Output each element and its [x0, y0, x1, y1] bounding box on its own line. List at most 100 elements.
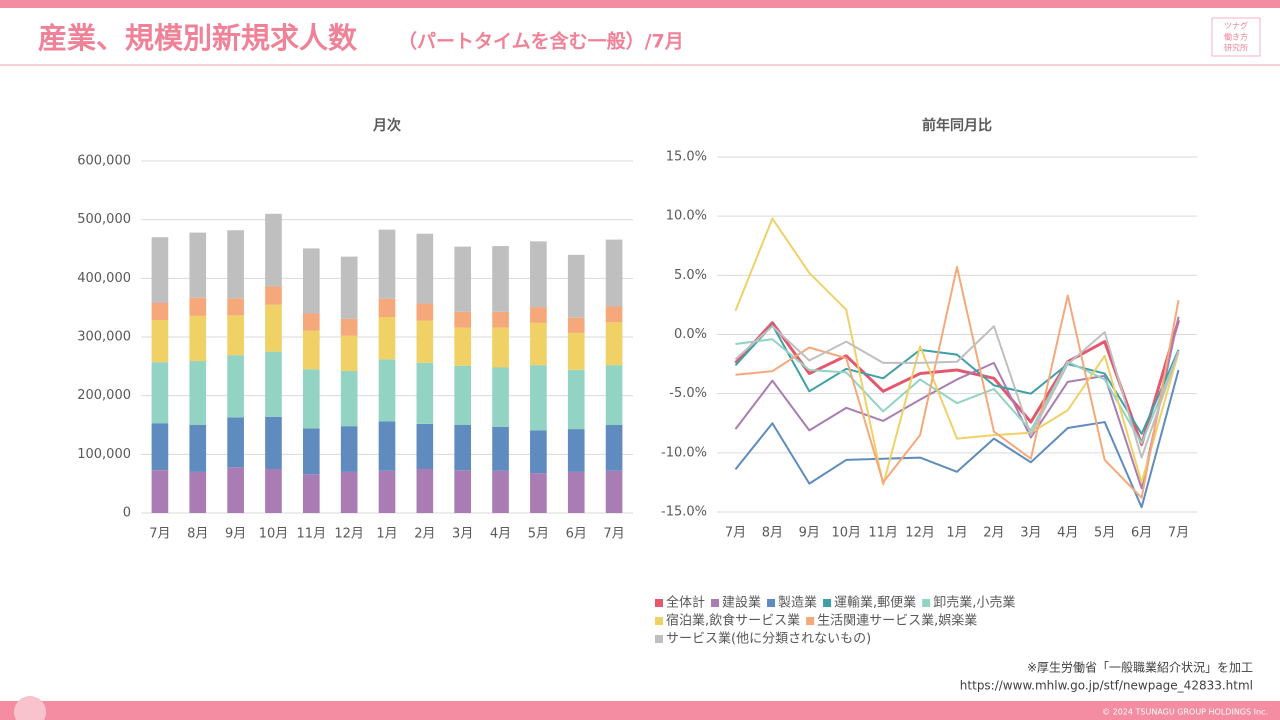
- bar-segment: [302, 428, 320, 475]
- x-tick-label: 3月: [452, 527, 473, 542]
- bar-segment: [605, 470, 623, 513]
- bar-segment: [530, 322, 547, 366]
- bar-segment: [454, 365, 472, 425]
- bar-segment: [530, 307, 547, 323]
- bar-segment: [302, 248, 320, 314]
- x-tick-label: 5月: [528, 527, 549, 542]
- bar-segment: [454, 425, 472, 471]
- bar-segment: [605, 322, 623, 366]
- x-tick-label: 10月: [831, 526, 861, 541]
- bottom-bar: [0, 701, 1280, 720]
- bar-segment: [151, 470, 169, 513]
- y-tick-label: -5.0%: [669, 386, 707, 401]
- x-tick-label: 8月: [762, 526, 783, 541]
- bar-segment: [340, 256, 358, 319]
- x-tick-label: 2月: [414, 527, 435, 542]
- page-badge: [14, 696, 46, 720]
- x-tick-label: 4月: [1057, 526, 1078, 541]
- bar-segment: [340, 335, 358, 372]
- bar-segment: [605, 425, 623, 471]
- bar-segment: [567, 254, 585, 318]
- legend-label: 建設業: [722, 595, 761, 611]
- legend-swatch: [655, 617, 663, 625]
- bar-segment: [567, 317, 585, 333]
- logo-text: 働き方: [1224, 32, 1248, 42]
- x-tick-label: 6月: [1131, 526, 1152, 541]
- x-tick-label: 1月: [946, 526, 967, 541]
- bar-segment: [492, 311, 509, 328]
- x-tick-label: 12月: [334, 527, 364, 542]
- slide-subtitle: （パートタイムを含む一般）/7月: [398, 30, 684, 53]
- x-tick-label: 10月: [259, 527, 289, 542]
- bar-segment: [189, 232, 207, 298]
- bar-segment: [492, 327, 509, 368]
- line-series: [734, 325, 1180, 459]
- bar-segment: [189, 471, 207, 513]
- y-tick-label: 100,000: [77, 447, 131, 462]
- bar-segment: [492, 367, 509, 427]
- bar-segment: [265, 213, 282, 287]
- x-tick-label: 1月: [376, 527, 397, 542]
- slide-title: 産業、規模別新規求人数: [38, 21, 358, 55]
- y-tick-label: -10.0%: [661, 445, 707, 460]
- bar-segment: [416, 423, 434, 469]
- bar-segment: [605, 239, 623, 307]
- legend-swatch: [655, 599, 663, 607]
- y-tick-label: 600,000: [77, 154, 131, 169]
- x-tick-label: 5月: [1094, 526, 1115, 541]
- y-tick-label: 5.0%: [674, 268, 707, 283]
- bar-segment: [265, 351, 282, 417]
- bar-segment: [378, 317, 396, 360]
- legend-swatch: [655, 635, 663, 643]
- bar-segment: [151, 362, 169, 424]
- bar-segment: [227, 355, 244, 418]
- bar-segment: [530, 365, 547, 431]
- legend-swatch: [922, 599, 931, 607]
- top-bar: [0, 0, 1280, 8]
- x-tick-label: 7月: [603, 527, 624, 542]
- bar-segment: [227, 417, 244, 468]
- bar-segment: [227, 467, 244, 513]
- legend-label: サービス業(他に分類されないもの): [666, 631, 871, 647]
- bar-segment: [189, 297, 207, 316]
- bar-segment: [567, 369, 585, 430]
- line-series: [735, 266, 1180, 499]
- legend-swatch: [823, 599, 832, 607]
- y-tick-label: 0.0%: [674, 327, 707, 342]
- x-tick-label: 9月: [799, 526, 820, 541]
- chart-title: 月次: [372, 117, 401, 134]
- y-tick-label: 10.0%: [666, 209, 707, 224]
- bar-segment: [302, 369, 320, 429]
- bar-segment: [302, 313, 320, 331]
- x-tick-label: 12月: [905, 526, 935, 541]
- bar-segment: [416, 320, 434, 363]
- chart-title: 前年同月比: [922, 117, 992, 134]
- x-tick-label: 7月: [725, 526, 746, 541]
- y-tick-label: 200,000: [77, 388, 131, 403]
- bar-segment: [340, 471, 358, 513]
- x-tick-label: 11月: [297, 527, 327, 542]
- bar-segment: [567, 332, 585, 370]
- bar-segment: [189, 315, 207, 362]
- bar-segment: [378, 229, 396, 299]
- bar-segment: [416, 469, 434, 513]
- bar-segment: [454, 327, 472, 366]
- x-tick-label: 9月: [225, 527, 246, 542]
- bar-segment: [151, 319, 169, 363]
- bar-segment: [530, 473, 547, 513]
- bar-segment: [567, 429, 585, 472]
- line-series: [734, 324, 1180, 435]
- bar-segment: [302, 474, 320, 513]
- logo-text: 研究所: [1224, 43, 1248, 53]
- bar-segment: [302, 330, 320, 370]
- bar-segment: [227, 230, 244, 299]
- bar-segment: [416, 303, 434, 321]
- logo-box: [1211, 17, 1261, 57]
- line-series: [734, 369, 1180, 509]
- source-url: https://www.mhlw.go.jp/stf/newpage_42833…: [960, 679, 1253, 693]
- copyright: © 2024 TSUNAGU GROUP HOLDINGS Inc.: [1102, 708, 1268, 717]
- x-tick-label: 11月: [868, 526, 898, 541]
- y-tick-label: 400,000: [77, 271, 131, 286]
- line-series: [734, 217, 1180, 486]
- y-tick-label: 0: [123, 506, 131, 521]
